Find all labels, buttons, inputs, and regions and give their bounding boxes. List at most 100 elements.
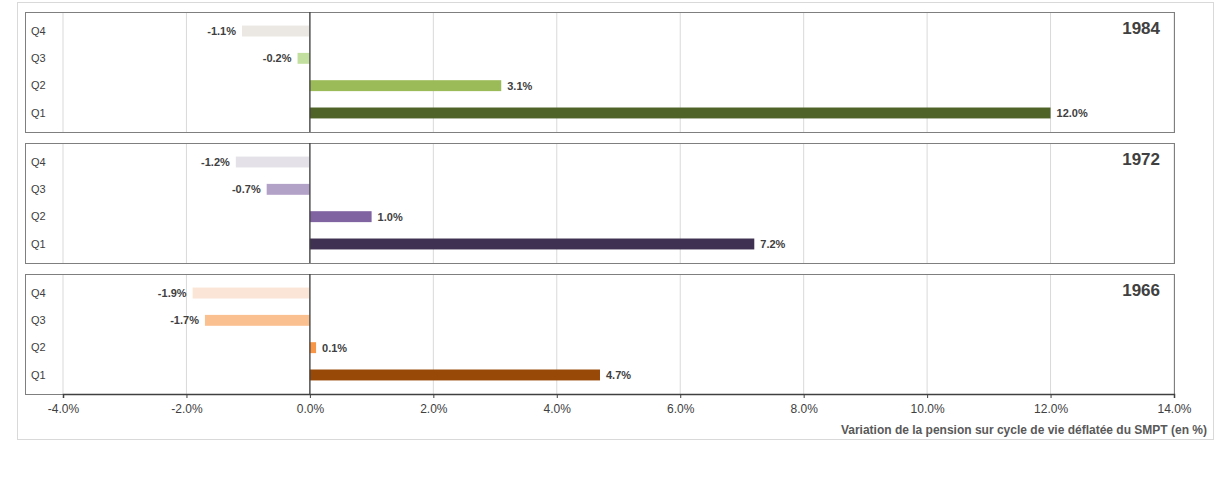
x-tick-label: 14.0% bbox=[1157, 402, 1191, 416]
panel: Q4 Q3 Q2 Q1 -1.1% -0.2% 3.1% 12.0% 1984 bbox=[26, 12, 1175, 133]
x-tick-label: 4.0% bbox=[544, 402, 572, 416]
x-tick-label: 12.0% bbox=[1034, 402, 1068, 416]
x-tick: 4.0% bbox=[544, 394, 572, 416]
y-tick-label: Q2 bbox=[31, 79, 46, 91]
data-label: -1.7% bbox=[170, 314, 199, 326]
x-tick: 6.0% bbox=[667, 394, 695, 416]
data-labels: -1.9% -1.7% 0.1% 4.7% bbox=[158, 287, 631, 381]
data-label: 12.0% bbox=[1057, 107, 1088, 119]
y-tick: Q3 bbox=[31, 52, 63, 64]
grid-line bbox=[927, 143, 928, 263]
bar bbox=[267, 184, 310, 195]
y-tick-label: Q3 bbox=[31, 52, 46, 64]
grid-line bbox=[186, 12, 187, 132]
grid bbox=[63, 274, 1174, 394]
grid-line bbox=[309, 12, 310, 132]
grid-line bbox=[309, 274, 310, 394]
x-tick: -2.0% bbox=[171, 394, 203, 416]
zero-line bbox=[309, 143, 310, 263]
x-tick-label: 2.0% bbox=[420, 402, 448, 416]
x-tick-mark bbox=[680, 394, 681, 398]
grid-line bbox=[63, 12, 64, 132]
x-axis: -4.0% -2.0% 0.0% 2.0% 4.0% 6.0% 8.0% 10.0% 12.0%… bbox=[48, 394, 1192, 416]
grid-line bbox=[186, 143, 187, 263]
panel-title: 1972 bbox=[1122, 150, 1160, 169]
x-tick: 12.0% bbox=[1034, 394, 1068, 416]
x-tick-label: -2.0% bbox=[171, 402, 203, 416]
grid-line bbox=[63, 274, 64, 394]
data-label: -1.1% bbox=[207, 25, 236, 37]
zero-line bbox=[309, 274, 310, 394]
x-tick-mark bbox=[804, 394, 805, 398]
data-label: -1.2% bbox=[201, 156, 230, 168]
grid-line bbox=[309, 143, 310, 263]
y-tick: Q3 bbox=[31, 183, 63, 195]
x-tick: 2.0% bbox=[420, 394, 448, 416]
x-tick-label: -4.0% bbox=[48, 402, 80, 416]
x-tick-mark bbox=[1174, 394, 1175, 398]
data-label: 1.0% bbox=[378, 211, 403, 223]
y-tick: Q1 bbox=[31, 368, 63, 380]
data-label: 3.1% bbox=[507, 80, 532, 92]
x-tick: 8.0% bbox=[790, 394, 818, 416]
y-tick: Q4 bbox=[31, 25, 63, 37]
x-tick-mark bbox=[310, 394, 311, 398]
x-tick-label: 0.0% bbox=[297, 402, 325, 416]
y-axis: Q4 Q3 Q2 Q1 bbox=[31, 156, 63, 250]
data-label: 4.7% bbox=[606, 369, 631, 381]
x-tick-mark bbox=[927, 394, 928, 398]
panel-title: 1984 bbox=[1122, 19, 1160, 38]
bar bbox=[310, 370, 600, 381]
grid bbox=[63, 12, 1174, 132]
grid-line bbox=[680, 274, 681, 394]
y-tick-label: Q1 bbox=[31, 368, 46, 380]
grid-line bbox=[1050, 143, 1051, 263]
bar bbox=[310, 80, 501, 91]
data-label: -0.2% bbox=[263, 52, 292, 64]
data-label: 7.2% bbox=[760, 238, 785, 250]
bar bbox=[193, 288, 310, 299]
y-tick: Q1 bbox=[31, 237, 63, 249]
x-tick: 10.0% bbox=[911, 394, 945, 416]
grid-line bbox=[803, 143, 804, 263]
x-tick-mark bbox=[1051, 394, 1052, 398]
y-tick-label: Q3 bbox=[31, 314, 46, 326]
bars bbox=[193, 288, 600, 381]
y-tick: Q4 bbox=[31, 156, 63, 168]
bar bbox=[205, 315, 310, 326]
data-label: -1.9% bbox=[158, 287, 187, 299]
grid-line bbox=[63, 143, 64, 263]
panel-frame bbox=[26, 144, 1175, 264]
x-tick-mark bbox=[557, 394, 558, 398]
data-label: 0.1% bbox=[322, 342, 347, 354]
x-tick-mark bbox=[63, 394, 64, 398]
y-tick: Q2 bbox=[31, 210, 63, 222]
panel: Q4Q3Q2Q1-1.9%-1.7%0.1%4.7%1966-4.0%-2.0%… bbox=[26, 274, 1208, 437]
y-tick: Q2 bbox=[31, 341, 63, 353]
x-tick: -4.0% bbox=[48, 394, 80, 416]
y-tick-label: Q2 bbox=[31, 210, 46, 222]
x-tick-label: 10.0% bbox=[911, 402, 945, 416]
y-axis: Q4 Q3 Q2 Q1 bbox=[31, 287, 63, 381]
panel-frame bbox=[26, 275, 1175, 395]
chart: Q4 Q3 Q2 Q1 -1.1% -0.2% 3.1% 12.0% 1984 Q4 Q3 Q2 Q1 -… bbox=[0, 0, 1230, 484]
x-tick: 14.0% bbox=[1157, 394, 1191, 416]
y-tick: Q2 bbox=[31, 79, 63, 91]
y-tick-label: Q4 bbox=[31, 287, 46, 299]
bar bbox=[310, 342, 316, 353]
x-tick-label: 8.0% bbox=[790, 402, 818, 416]
x-tick-mark bbox=[433, 394, 434, 398]
x-tick: 0.0% bbox=[297, 394, 325, 416]
bar bbox=[236, 157, 310, 168]
bar bbox=[310, 108, 1051, 119]
x-axis-line bbox=[64, 395, 1175, 399]
bar bbox=[310, 239, 754, 250]
panel: Q4Q3Q2Q1-1.2%-0.7%1.0%7.2%1972 bbox=[26, 143, 1175, 264]
y-tick: Q1 bbox=[31, 106, 63, 118]
y-tick-label: Q4 bbox=[31, 25, 46, 37]
y-tick-label: Q3 bbox=[31, 183, 46, 195]
bar bbox=[310, 211, 372, 222]
y-tick-label: Q4 bbox=[31, 156, 46, 168]
y-tick-label: Q2 bbox=[31, 341, 46, 353]
grid bbox=[63, 143, 1174, 263]
